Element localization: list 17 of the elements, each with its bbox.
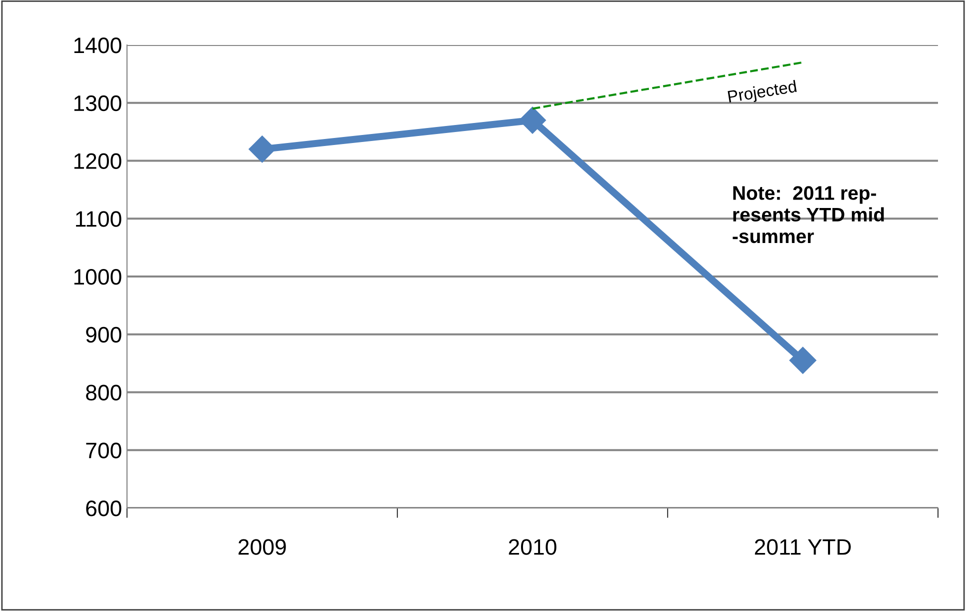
text: Projected xyxy=(728,80,798,106)
point xyxy=(789,346,816,374)
x-tick-label: 2010 xyxy=(508,539,556,555)
annotation: Note: 2011 rep- resents YTD mid -summer xyxy=(732,186,884,244)
y-tick-label: 900 xyxy=(86,326,122,343)
x-tick-label: 2009 xyxy=(238,539,286,555)
y-tick-label: 800 xyxy=(86,384,122,401)
y-tick-label: 1400 xyxy=(74,38,122,54)
y-tick-label: 1100 xyxy=(76,211,122,227)
y-tick-label: 600 xyxy=(86,500,122,516)
point xyxy=(248,136,276,163)
y-tick-label: 1000 xyxy=(74,269,122,285)
y-tick-label: 1300 xyxy=(74,95,122,112)
point xyxy=(519,106,546,134)
y-tick-label: 700 xyxy=(86,442,122,458)
x-tick-label: 2011 YTD xyxy=(754,539,851,555)
y-tick-label: 1200 xyxy=(74,153,122,170)
